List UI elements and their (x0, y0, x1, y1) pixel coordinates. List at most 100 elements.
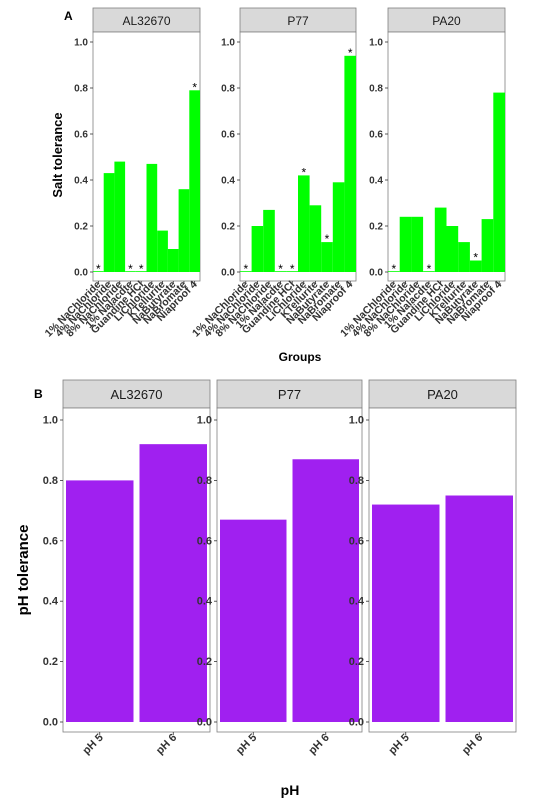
significance-marker: * (427, 262, 432, 276)
facet-strip (92, 7, 201, 33)
bar-al32670-1 (103, 173, 115, 272)
y-tick-label: 0.6 (43, 535, 58, 547)
y-tick-label: 0.4 (349, 596, 365, 608)
y-tick-label: 0.0 (369, 268, 383, 279)
y-tick-label: 0.2 (43, 656, 58, 668)
bar-p77-2 (263, 209, 275, 272)
chart-panel-A: A Salt tolerance Groups AL32670 0.0 0.2 0.4 0.6… (43, 7, 506, 364)
bar-p77-1 (251, 226, 264, 272)
significance-marker: * (473, 251, 478, 265)
y-tick-label: 0.4 (197, 596, 213, 608)
x-tick-label: pH 6 (460, 732, 485, 757)
y-tick-label: 0.0 (197, 717, 212, 729)
y-tick-label: 0.8 (349, 475, 364, 487)
bar-pa20-8 (481, 219, 494, 272)
bar-pa20-1 (445, 495, 513, 722)
significance-marker: * (278, 262, 283, 276)
bar-p77-9 (344, 55, 356, 272)
bar-pa20-0 (388, 271, 400, 272)
x-tick-label: pH 5 (387, 732, 412, 757)
y-tick-label: 0.2 (221, 222, 235, 233)
bar-al32670-1 (139, 444, 207, 722)
y-tick-label: 0.0 (43, 717, 58, 729)
facet-title: P77 (287, 14, 309, 28)
x-tick-label: pH 6 (154, 732, 179, 757)
x-tick-label: pH 6 (307, 732, 332, 757)
y-tick-label: 1.0 (43, 415, 58, 427)
y-tick-label: 1.0 (369, 38, 383, 49)
facet-title: PA20 (427, 387, 458, 402)
facet-strip (62, 379, 211, 409)
significance-marker: * (301, 165, 306, 179)
bar-p77-0 (240, 271, 252, 272)
x-axis-label: Groups (279, 350, 322, 364)
y-tick-label: 0.4 (74, 176, 88, 187)
y-tick-label: 0.4 (369, 176, 383, 187)
bar-al32670-3 (125, 271, 136, 272)
x-tick-label: pH 5 (234, 732, 259, 757)
y-tick-label: 0.2 (197, 656, 212, 668)
bar-p77-5 (298, 175, 310, 272)
y-tick-label: 0.6 (197, 535, 212, 547)
bar-pa20-7 (469, 260, 482, 272)
bar-al32670-6 (157, 230, 168, 272)
significance-marker: * (290, 262, 295, 276)
y-tick-label: 1.0 (74, 38, 88, 49)
y-tick-label: 1.0 (221, 38, 235, 49)
bar-al32670-8 (178, 189, 190, 272)
y-axis-label: pH tolerance (15, 525, 32, 616)
y-axis-label: Salt tolerance (50, 112, 65, 197)
y-tick-label: 0.6 (349, 535, 364, 547)
y-tick-label: 1.0 (349, 415, 364, 427)
significance-marker: * (192, 80, 197, 94)
facet-al32670: AL32670 0.0 0.2 0.4 0.6 0.8 1.0 pH 5 pH 6 (43, 379, 211, 757)
significance-marker: * (128, 262, 133, 276)
bar-pa20-1 (399, 216, 412, 272)
facet-title: P77 (278, 387, 301, 402)
significance-marker: * (392, 262, 397, 276)
bar-pa20-9 (493, 92, 505, 272)
significance-marker: * (325, 232, 330, 246)
bar-al32670-7 (167, 249, 179, 272)
bar-al32670-2 (114, 161, 126, 272)
y-tick-label: 0.6 (221, 130, 235, 141)
facet-title: AL32670 (110, 387, 162, 402)
bar-al32670-0 (93, 271, 104, 272)
bar-p77-6 (309, 205, 322, 272)
panel-label: B (34, 387, 43, 401)
y-tick-label: 1.0 (197, 415, 212, 427)
bar-al32670-9 (189, 90, 200, 272)
chart-panel-B: BpH tolerance pH AL32670 0.0 0.2 0.4 0.6 0.8 1.0… (15, 379, 517, 798)
bar-pa20-4 (434, 207, 447, 272)
y-tick-label: 0.0 (221, 268, 235, 279)
facet-pa20: PA20 0.0 0.2 0.4 0.6 0.8 1.0 pH 5 pH 6 (349, 379, 517, 757)
y-tick-label: 0.8 (74, 84, 88, 95)
significance-marker: * (243, 262, 248, 276)
bar-p77-1 (292, 459, 359, 722)
bar-al32670-5 (146, 163, 158, 272)
bar-pa20-6 (458, 242, 470, 272)
y-tick-label: 0.6 (74, 130, 88, 141)
facet-strip (387, 7, 506, 33)
y-tick-label: 0.0 (74, 268, 88, 279)
significance-marker: * (96, 262, 101, 276)
y-tick-label: 0.2 (369, 222, 383, 233)
facet-p77: P77 0.0 0.2 0.4 0.6 0.8 1.0 pH 5 pH 6 (197, 379, 363, 757)
facet-strip (368, 379, 517, 409)
facet-title: AL32670 (122, 14, 170, 28)
y-tick-label: 0.6 (369, 130, 383, 141)
bar-al32670-0 (66, 480, 134, 722)
y-tick-label: 0.4 (221, 176, 235, 187)
y-tick-label: 0.2 (74, 222, 88, 233)
bar-p77-0 (220, 519, 287, 722)
bar-pa20-0 (372, 504, 440, 722)
y-tick-label: 0.4 (43, 596, 59, 608)
y-tick-label: 0.8 (221, 84, 235, 95)
bar-al32670-4 (135, 271, 147, 272)
significance-marker: * (348, 46, 353, 60)
